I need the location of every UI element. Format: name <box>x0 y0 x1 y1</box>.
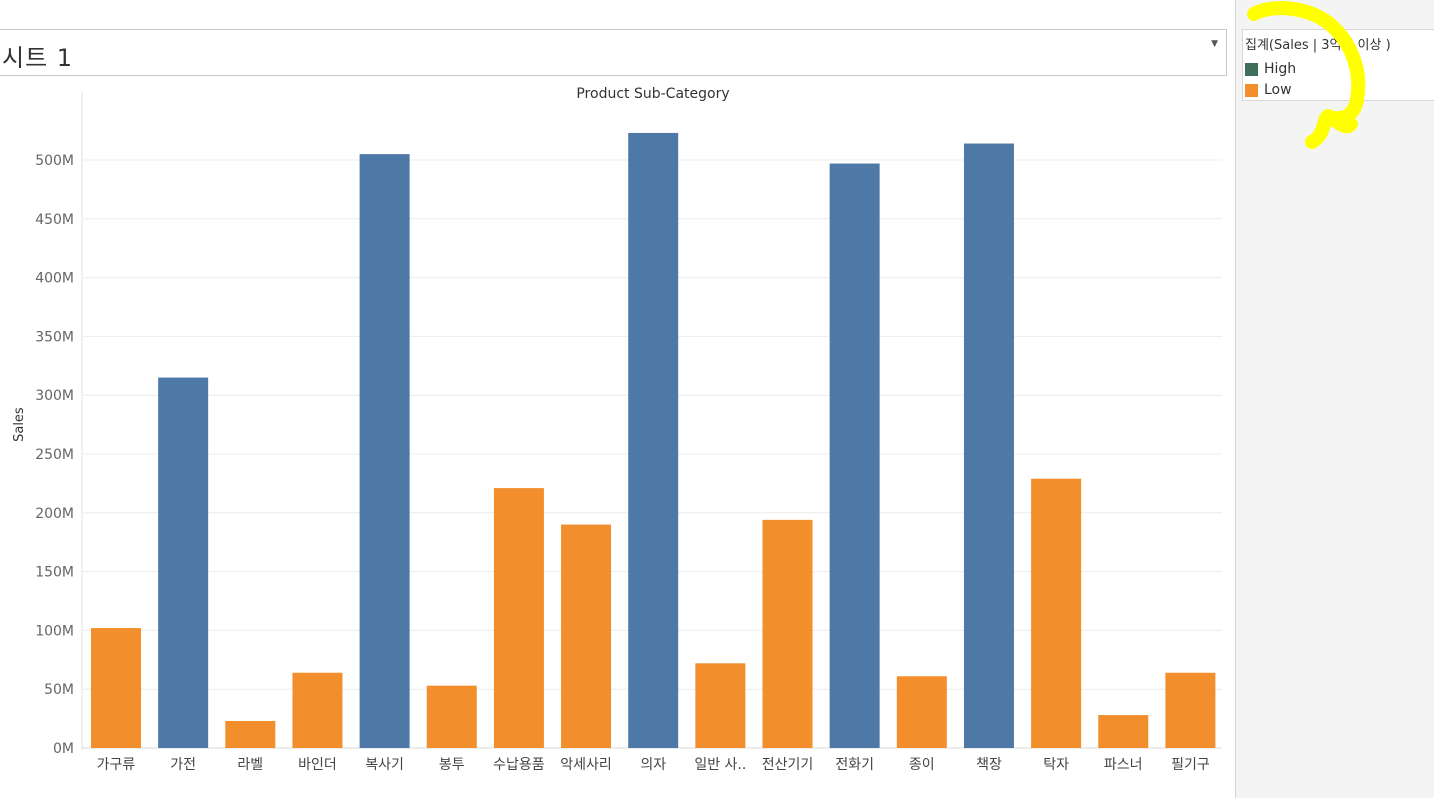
x-tick-label: 가구류 <box>97 757 136 773</box>
bar <box>359 154 410 748</box>
side-panel: 집계(Sales | 3억원 이상 ) High Low <box>1235 0 1434 798</box>
bar <box>896 676 947 748</box>
x-tick-label: 봉투 <box>439 757 465 773</box>
y-tick-label: 0M <box>53 741 74 757</box>
x-tick-label: 전화기 <box>835 757 874 773</box>
bar <box>493 488 544 748</box>
x-tick-label: 파스너 <box>1104 757 1143 773</box>
x-tick-label: 전산기기 <box>762 757 814 773</box>
x-tick-label: 수납용품 <box>493 757 545 773</box>
sheet-title: 시트 1 <box>2 44 74 72</box>
bar-chart: Product Sub-Category Sales 0M 50M 100M 150M 20… <box>12 86 1222 773</box>
x-tick-label: 일반 사.. <box>694 757 746 773</box>
x-tick-label: 종이 <box>909 757 935 773</box>
y-axis-label: Sales <box>12 407 27 442</box>
y-tick-label: 450M <box>35 212 74 228</box>
x-tick-label: 바인더 <box>298 757 337 773</box>
y-tick-label: 200M <box>35 506 74 522</box>
y-tick-label: 150M <box>35 565 74 581</box>
legend-label-high: High <box>1264 61 1297 77</box>
legend-title: 집계(Sales | 3억원 이상 ) <box>1245 38 1391 53</box>
x-tick-label: 악세사리 <box>560 757 612 773</box>
legend-swatch-high <box>1245 62 1258 76</box>
x-tick-label: 복사기 <box>365 757 404 773</box>
legend-label-low: Low <box>1264 82 1292 98</box>
bar <box>426 685 477 748</box>
bar <box>829 163 880 748</box>
y-tick-label: 50M <box>44 682 74 698</box>
x-tick-label: 의자 <box>640 757 666 773</box>
bar <box>292 672 343 748</box>
chart-title: Product Sub-Category <box>576 86 729 102</box>
bar <box>628 132 679 748</box>
legend-swatch-low <box>1245 83 1258 97</box>
x-tick-label: 책장 <box>976 757 1002 773</box>
legend-item-high[interactable]: High <box>1245 61 1296 77</box>
y-tick-label: 250M <box>35 447 74 463</box>
y-tick-label: 400M <box>35 271 74 287</box>
sheet-title-bar: 시트 1 ▼ <box>0 29 1227 76</box>
bar <box>695 663 746 748</box>
x-tick-label: 필기구 <box>1171 757 1210 773</box>
bar <box>225 720 276 748</box>
legend-item-low[interactable]: Low <box>1245 82 1292 98</box>
y-tick-label: 350M <box>35 329 74 345</box>
y-tick-label: 100M <box>35 623 74 639</box>
dropdown-arrow-icon[interactable]: ▼ <box>1211 39 1218 49</box>
bar <box>1098 715 1149 748</box>
y-tick-label: 500M <box>35 153 74 169</box>
bar <box>158 377 209 748</box>
bar <box>1031 478 1082 748</box>
x-tick-label: 라벨 <box>237 757 263 773</box>
color-legend: 집계(Sales | 3억원 이상 ) High Low <box>1242 29 1434 101</box>
bar <box>561 524 612 748</box>
y-tick-label: 300M <box>35 388 74 404</box>
bar <box>963 143 1014 748</box>
bar <box>762 519 813 748</box>
x-tick-label: 탁자 <box>1043 757 1069 773</box>
bar <box>1165 672 1216 748</box>
bar <box>91 628 141 748</box>
x-tick-label: 가전 <box>170 757 196 773</box>
